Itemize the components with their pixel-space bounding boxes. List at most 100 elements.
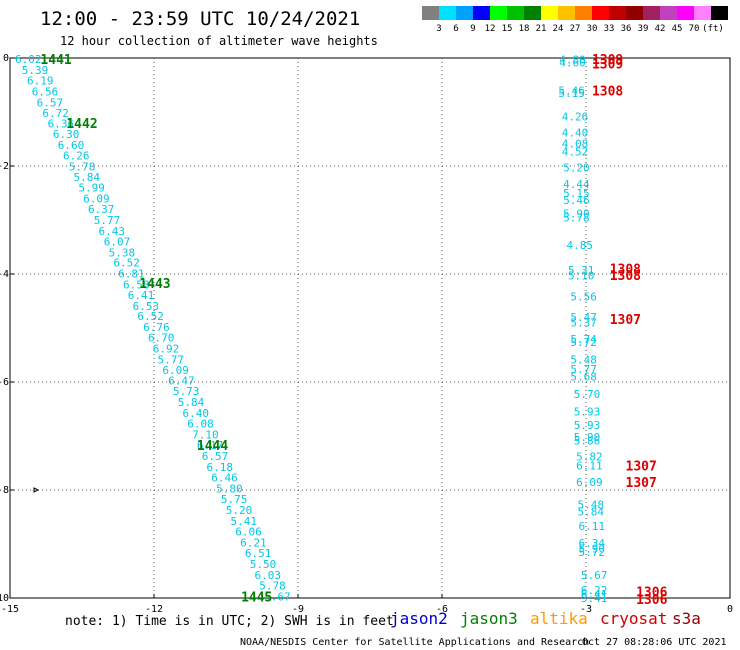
y-tick-label: -4 (0, 269, 9, 280)
colorbar-swatch (643, 6, 660, 20)
swh-value-label: 5.82 (576, 451, 603, 464)
swh-value-label: 5.41 (231, 515, 258, 528)
swh-value-label: 5.77 (570, 363, 597, 376)
swh-value-label: 6.52 (113, 257, 140, 270)
colorbar-label: 30 (587, 24, 598, 34)
swh-value-label: 6.18 (207, 461, 234, 474)
pass-number-label: 1309 (592, 57, 623, 72)
swh-value-label: 6.47 (168, 374, 195, 387)
pass-number-label: 1307 (626, 460, 657, 475)
swh-value-label: 5.84 (74, 171, 101, 184)
swh-value-label: 5.70 (574, 388, 601, 401)
colorbar-swatch (490, 6, 507, 20)
colorbar-label: 45 (672, 24, 683, 34)
pass-number-label: 1307 (626, 476, 657, 491)
swh-value-label: 6.58 (123, 278, 150, 291)
y-tick-label: -10 (0, 593, 9, 604)
y-tick-label: -2 (0, 161, 9, 172)
swh-value-label: 6.26 (63, 150, 90, 163)
swh-value-label: 6.41 (581, 588, 608, 601)
swh-value-label: 4.85 (567, 239, 594, 252)
pass-number-label: 1443 (139, 277, 170, 292)
x-tick-label: -15 (1, 604, 19, 615)
swh-value-label: 5.20 (563, 162, 590, 175)
swh-value-label: 6.19 (27, 75, 54, 88)
swh-value-label: 6.06 (235, 526, 262, 539)
legend-entry-cryosat: cryosat (600, 609, 667, 628)
swh-value-label: 6.36 (48, 117, 75, 130)
pass-number-label: 1308 (592, 84, 623, 99)
colorbar-swatch (677, 6, 694, 20)
colorbar-label: 39 (638, 24, 649, 34)
swh-value-label: 6.09 (576, 476, 603, 489)
pass-number-label: 1306 (636, 586, 667, 601)
swh-value-label: 6.46 (211, 472, 238, 485)
colorbar-label: 12 (485, 24, 496, 34)
colorbar-swatch (524, 6, 541, 20)
page-subtitle: 12 hour collection of altimeter wave hei… (60, 34, 378, 48)
swh-value-label: 6.03 (255, 569, 282, 582)
swh-value-label: 5.37 (570, 317, 597, 330)
colorbar-swatch (711, 6, 728, 20)
y-tick-label: -6 (0, 377, 9, 388)
colorbar-label: 21 (536, 24, 547, 34)
plot-frame (9, 57, 731, 599)
legend-entry-jason2: jason2 (390, 609, 448, 628)
swh-value-label: 5.99 (78, 182, 105, 195)
swh-value-label: 6.22 (581, 584, 608, 597)
pass-number-label: 1445 (241, 590, 272, 605)
satellite-legend: jason2 jason3 altika cryosat s3a (390, 609, 701, 628)
pass-number-label: 1444 (197, 439, 228, 454)
swh-value-label: 6.57 (202, 450, 229, 463)
swh-value-label: 5.67 (581, 569, 608, 582)
colorbar-label: 33 (604, 24, 615, 34)
data-marks: 6.025.396.196.566.576.726.366.306.606.26… (15, 53, 668, 608)
swh-value-label: 5.15 (563, 187, 590, 200)
swh-value-label: 6.34 (579, 537, 606, 550)
colorbar-label: 15 (502, 24, 513, 34)
y-tick-label: 0 (3, 53, 9, 64)
colorbar-swatch (660, 6, 677, 20)
swh-value-label: 6.08 (187, 418, 214, 431)
swh-value-label: 5.73 (173, 385, 200, 398)
swh-value-label: 5.56 (570, 291, 597, 304)
swh-value-label: 6.43 (99, 225, 126, 238)
colorbar-label: 6 (453, 24, 458, 34)
axis-ticks: -15 -12 -9 -6 -3 0 0 -2 -4 -6 -8 -10 (0, 53, 733, 615)
swh-value-label: 6.40 (183, 407, 210, 420)
pass-number-label: 1308 (610, 263, 641, 278)
page-title: 12:00 - 23:59 UTC 10/24/2021 (40, 8, 360, 30)
x-tick-label: -9 (292, 604, 304, 615)
x-tick-label: -3 (580, 604, 592, 615)
colorbar-swatch (575, 6, 592, 20)
pass-number-label: 1309 (592, 53, 623, 68)
swh-value-label: 6.53 (133, 300, 160, 313)
colorbar-swatch (422, 6, 439, 20)
swh-value-label: 5.78 (259, 580, 286, 593)
swh-value-label: 5.78 (563, 211, 590, 224)
x-tick-label: -6 (436, 604, 448, 615)
swh-value-label: 5.77 (158, 353, 185, 366)
swh-value-label: 5.72 (570, 336, 597, 349)
credit-line: NOAA/NESDIS Center for Satellite Applica… (240, 637, 589, 648)
pass-number-label: 1441 (40, 53, 71, 68)
swh-value-label: 5.84 (578, 506, 605, 519)
swh-value-label: 5.78 (69, 161, 96, 174)
swh-value-label: 6.11 (576, 460, 603, 473)
swh-value-label: 5.50 (250, 558, 277, 571)
colorbar-swatch (507, 6, 524, 20)
pass-number-label: 1442 (66, 117, 97, 132)
swh-value-label: 6.52 (137, 310, 164, 323)
swh-value-label: 6.51 (245, 547, 272, 560)
swh-value-label: 5.20 (226, 504, 253, 517)
swh-value-label: 5.77 (94, 214, 121, 227)
swh-value-label: 6.70 (148, 332, 175, 345)
swh-value-label: 5.84 (178, 396, 205, 409)
pass-number-label: 1307 (610, 313, 641, 328)
swh-value-label: 5.41 (581, 592, 608, 605)
swh-value-label: 4.08 (562, 137, 589, 150)
swh-value-label: 5.46 (563, 194, 590, 207)
swh-value-label: 4.80 (559, 54, 586, 67)
